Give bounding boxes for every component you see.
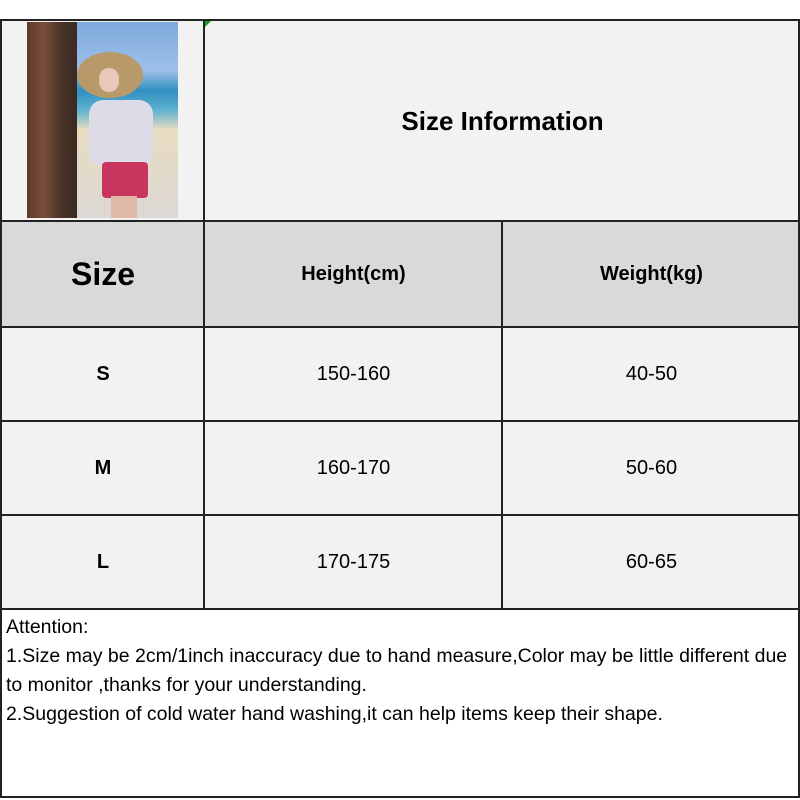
attention-notes: Attention: 1.Size may be 2cm/1inch inacc…	[6, 613, 796, 729]
grid-line	[0, 19, 2, 798]
size-cell: M	[2, 422, 204, 515]
notes-heading: Attention:	[6, 616, 89, 638]
header-height: Height(cm)	[205, 222, 502, 327]
height-cell: 170-175	[205, 516, 502, 609]
page-title: Size Information	[205, 21, 800, 221]
grid-line	[798, 19, 800, 798]
cell-comment-marker-icon	[205, 20, 212, 27]
grid-line	[0, 420, 800, 422]
grid-line	[501, 220, 503, 609]
size-cell: L	[2, 516, 204, 609]
product-photo	[27, 22, 178, 218]
weight-cell: 60-65	[503, 516, 800, 609]
notes-line-2: 2.Suggestion of cold water hand washing,…	[6, 703, 663, 725]
grid-line	[203, 19, 205, 609]
header-size: Size	[2, 222, 204, 327]
grid-line	[0, 220, 800, 222]
grid-line	[0, 514, 800, 516]
grid-line	[0, 608, 800, 610]
grid-line	[0, 326, 800, 328]
weight-cell: 40-50	[503, 328, 800, 421]
size-cell: S	[2, 328, 204, 421]
header-weight: Weight(kg)	[503, 222, 800, 327]
height-cell: 160-170	[205, 422, 502, 515]
notes-line-1: 1.Size may be 2cm/1inch inaccuracy due t…	[6, 645, 788, 696]
grid-line	[0, 19, 800, 21]
weight-cell: 50-60	[503, 422, 800, 515]
height-cell: 150-160	[205, 328, 502, 421]
grid-line	[0, 796, 800, 798]
